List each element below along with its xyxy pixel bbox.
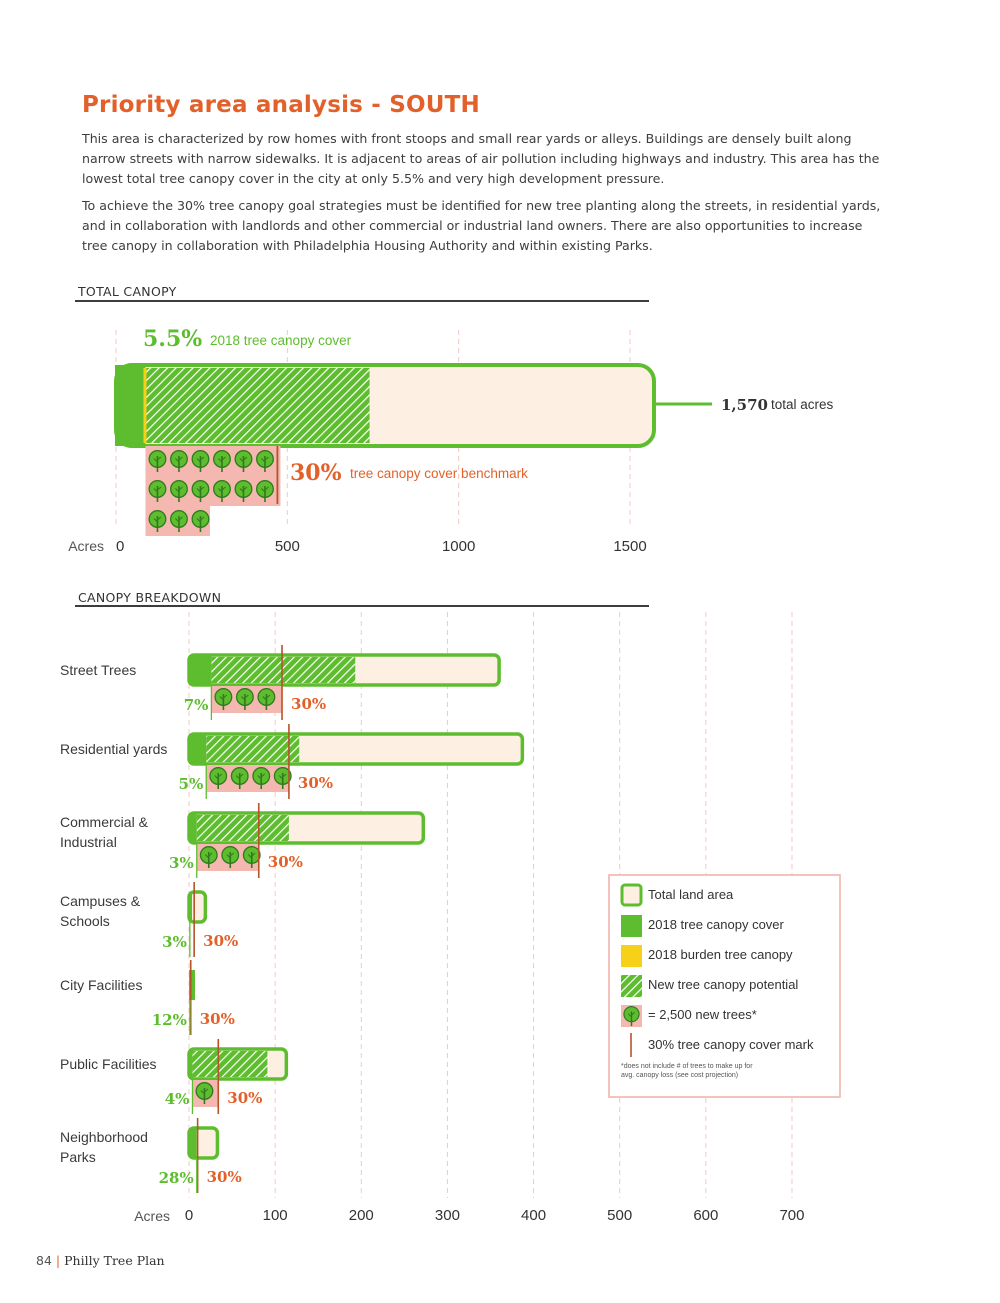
cat-0-existing-bar — [189, 655, 212, 685]
bottom-tick-label-300: 300 — [435, 1207, 460, 1224]
canopy-breakdown-heading: CANOPY BREAKDOWN — [78, 590, 222, 605]
top-benchmark-pct: 30% — [290, 460, 342, 486]
cat-5-label: Public Facilities — [60, 1056, 156, 1072]
cat-0-potential-bar — [211, 657, 356, 683]
cat-3-existing-bar — [189, 892, 192, 922]
top-tick-label-1500: 1500 — [613, 538, 646, 555]
top-tick-label-500: 500 — [275, 538, 300, 555]
legend-label-burden: 2018 burden tree canopy — [648, 947, 793, 962]
cat-6-label: Neighborhood — [60, 1129, 148, 1145]
cat-5-existing-bar — [189, 1049, 193, 1079]
cat-5-potential-bar — [192, 1051, 268, 1077]
cat-6-label: Parks — [60, 1149, 96, 1165]
top-axis-label: Acres — [68, 538, 104, 554]
total-canopy-heading: TOTAL CANOPY — [78, 284, 177, 299]
cat-2-pct: 3% — [169, 854, 194, 872]
cat-4-total-bar — [189, 970, 196, 1000]
top-tick-label-0: 0 — [116, 538, 124, 555]
legend-footnote-1: *does not include # of trees to make up … — [621, 1063, 753, 1070]
cat-0-label: Street Trees — [60, 662, 136, 678]
bottom-tick-label-200: 200 — [349, 1207, 374, 1224]
canopy-breakdown-rule — [75, 605, 649, 607]
cat-4-label: City Facilities — [60, 977, 142, 993]
legend-label-total: Total land area — [648, 887, 734, 902]
cat-6-existing-bar — [189, 1128, 197, 1158]
top-tick-label-1000: 1000 — [442, 538, 475, 555]
page-number: 84 — [36, 1253, 52, 1268]
publication-title: Philly Tree Plan — [64, 1253, 165, 1268]
strategy-paragraph: To achieve the 30% tree canopy goal stra… — [82, 198, 881, 253]
bottom-tick-label-100: 100 — [263, 1207, 288, 1224]
top-burden-bar — [143, 368, 147, 443]
legend-swatch-burden — [621, 945, 642, 967]
top-total-value: 1,570 — [721, 396, 768, 414]
cat-3-label: Schools — [60, 913, 110, 929]
bottom-tick-label-400: 400 — [521, 1207, 546, 1224]
cat-1-existing-bar — [189, 734, 207, 764]
top-potential-bar — [145, 368, 370, 443]
cat-3-bench-label: 30% — [203, 932, 238, 950]
cat-1-potential-bar — [206, 736, 300, 762]
cat-3-label: Campuses & — [60, 893, 141, 909]
legend-swatch-total — [620, 883, 643, 907]
intro-paragraph: This area is characterized by row homes … — [82, 131, 880, 186]
cat-3-pct: 3% — [162, 933, 187, 951]
top-existing-bar — [115, 365, 146, 446]
total-canopy-rule — [75, 300, 649, 302]
legend-footnote-2: avg. canopy loss (see cost projection) — [621, 1072, 738, 1079]
cat-2-potential-bar — [196, 815, 289, 841]
legend-label-trees: = 2,500 new trees* — [648, 1007, 757, 1022]
cat-6-bench-label: 30% — [207, 1168, 242, 1186]
page-title: Priority area analysis - SOUTH — [82, 92, 480, 118]
cat-0-pct: 7% — [184, 696, 209, 714]
bottom-tick-label-700: 700 — [779, 1207, 804, 1224]
cat-4-bench-label: 30% — [200, 1010, 235, 1028]
legend-swatch-existing — [621, 915, 642, 937]
bottom-tick-label-600: 600 — [693, 1207, 718, 1224]
legend-label-mark: 30% tree canopy cover mark — [648, 1037, 814, 1052]
legend-swatch-potential — [621, 975, 642, 997]
cat-6-pct: 28% — [159, 1169, 194, 1187]
cat-1-label: Residential yards — [60, 741, 167, 757]
bottom-tick-label-0: 0 — [185, 1207, 193, 1224]
cat-2-label: Commercial & — [60, 814, 149, 830]
legend-label-potential: New tree canopy potential — [648, 977, 798, 992]
cat-2-bench-label: 30% — [268, 853, 303, 871]
top-canopy-text: 2018 tree canopy cover — [210, 333, 352, 348]
cat-1-bench-label: 30% — [298, 774, 333, 792]
legend-box — [608, 874, 841, 1098]
cat-5-bench-label: 30% — [227, 1089, 262, 1107]
cat-2-label: Industrial — [60, 834, 117, 850]
cat-5-pct: 4% — [165, 1090, 190, 1108]
top-total-text: total acres — [771, 397, 834, 412]
cat-2-existing-bar — [189, 813, 197, 843]
legend-label-existing: 2018 tree canopy cover — [648, 917, 785, 932]
top-benchmark-text: tree canopy cover benchmark — [350, 466, 528, 481]
cat-0-bench-label: 30% — [291, 695, 326, 713]
cat-1-pct: 5% — [179, 775, 204, 793]
footer-separator: | — [55, 1253, 61, 1268]
bottom-axis-label: Acres — [134, 1208, 170, 1224]
cat-4-pct: 12% — [152, 1011, 187, 1029]
page-footer: 84 | Philly Tree Plan — [36, 1253, 165, 1268]
top-canopy-pct: 5.5% — [143, 326, 202, 352]
bottom-tick-label-500: 500 — [607, 1207, 632, 1224]
